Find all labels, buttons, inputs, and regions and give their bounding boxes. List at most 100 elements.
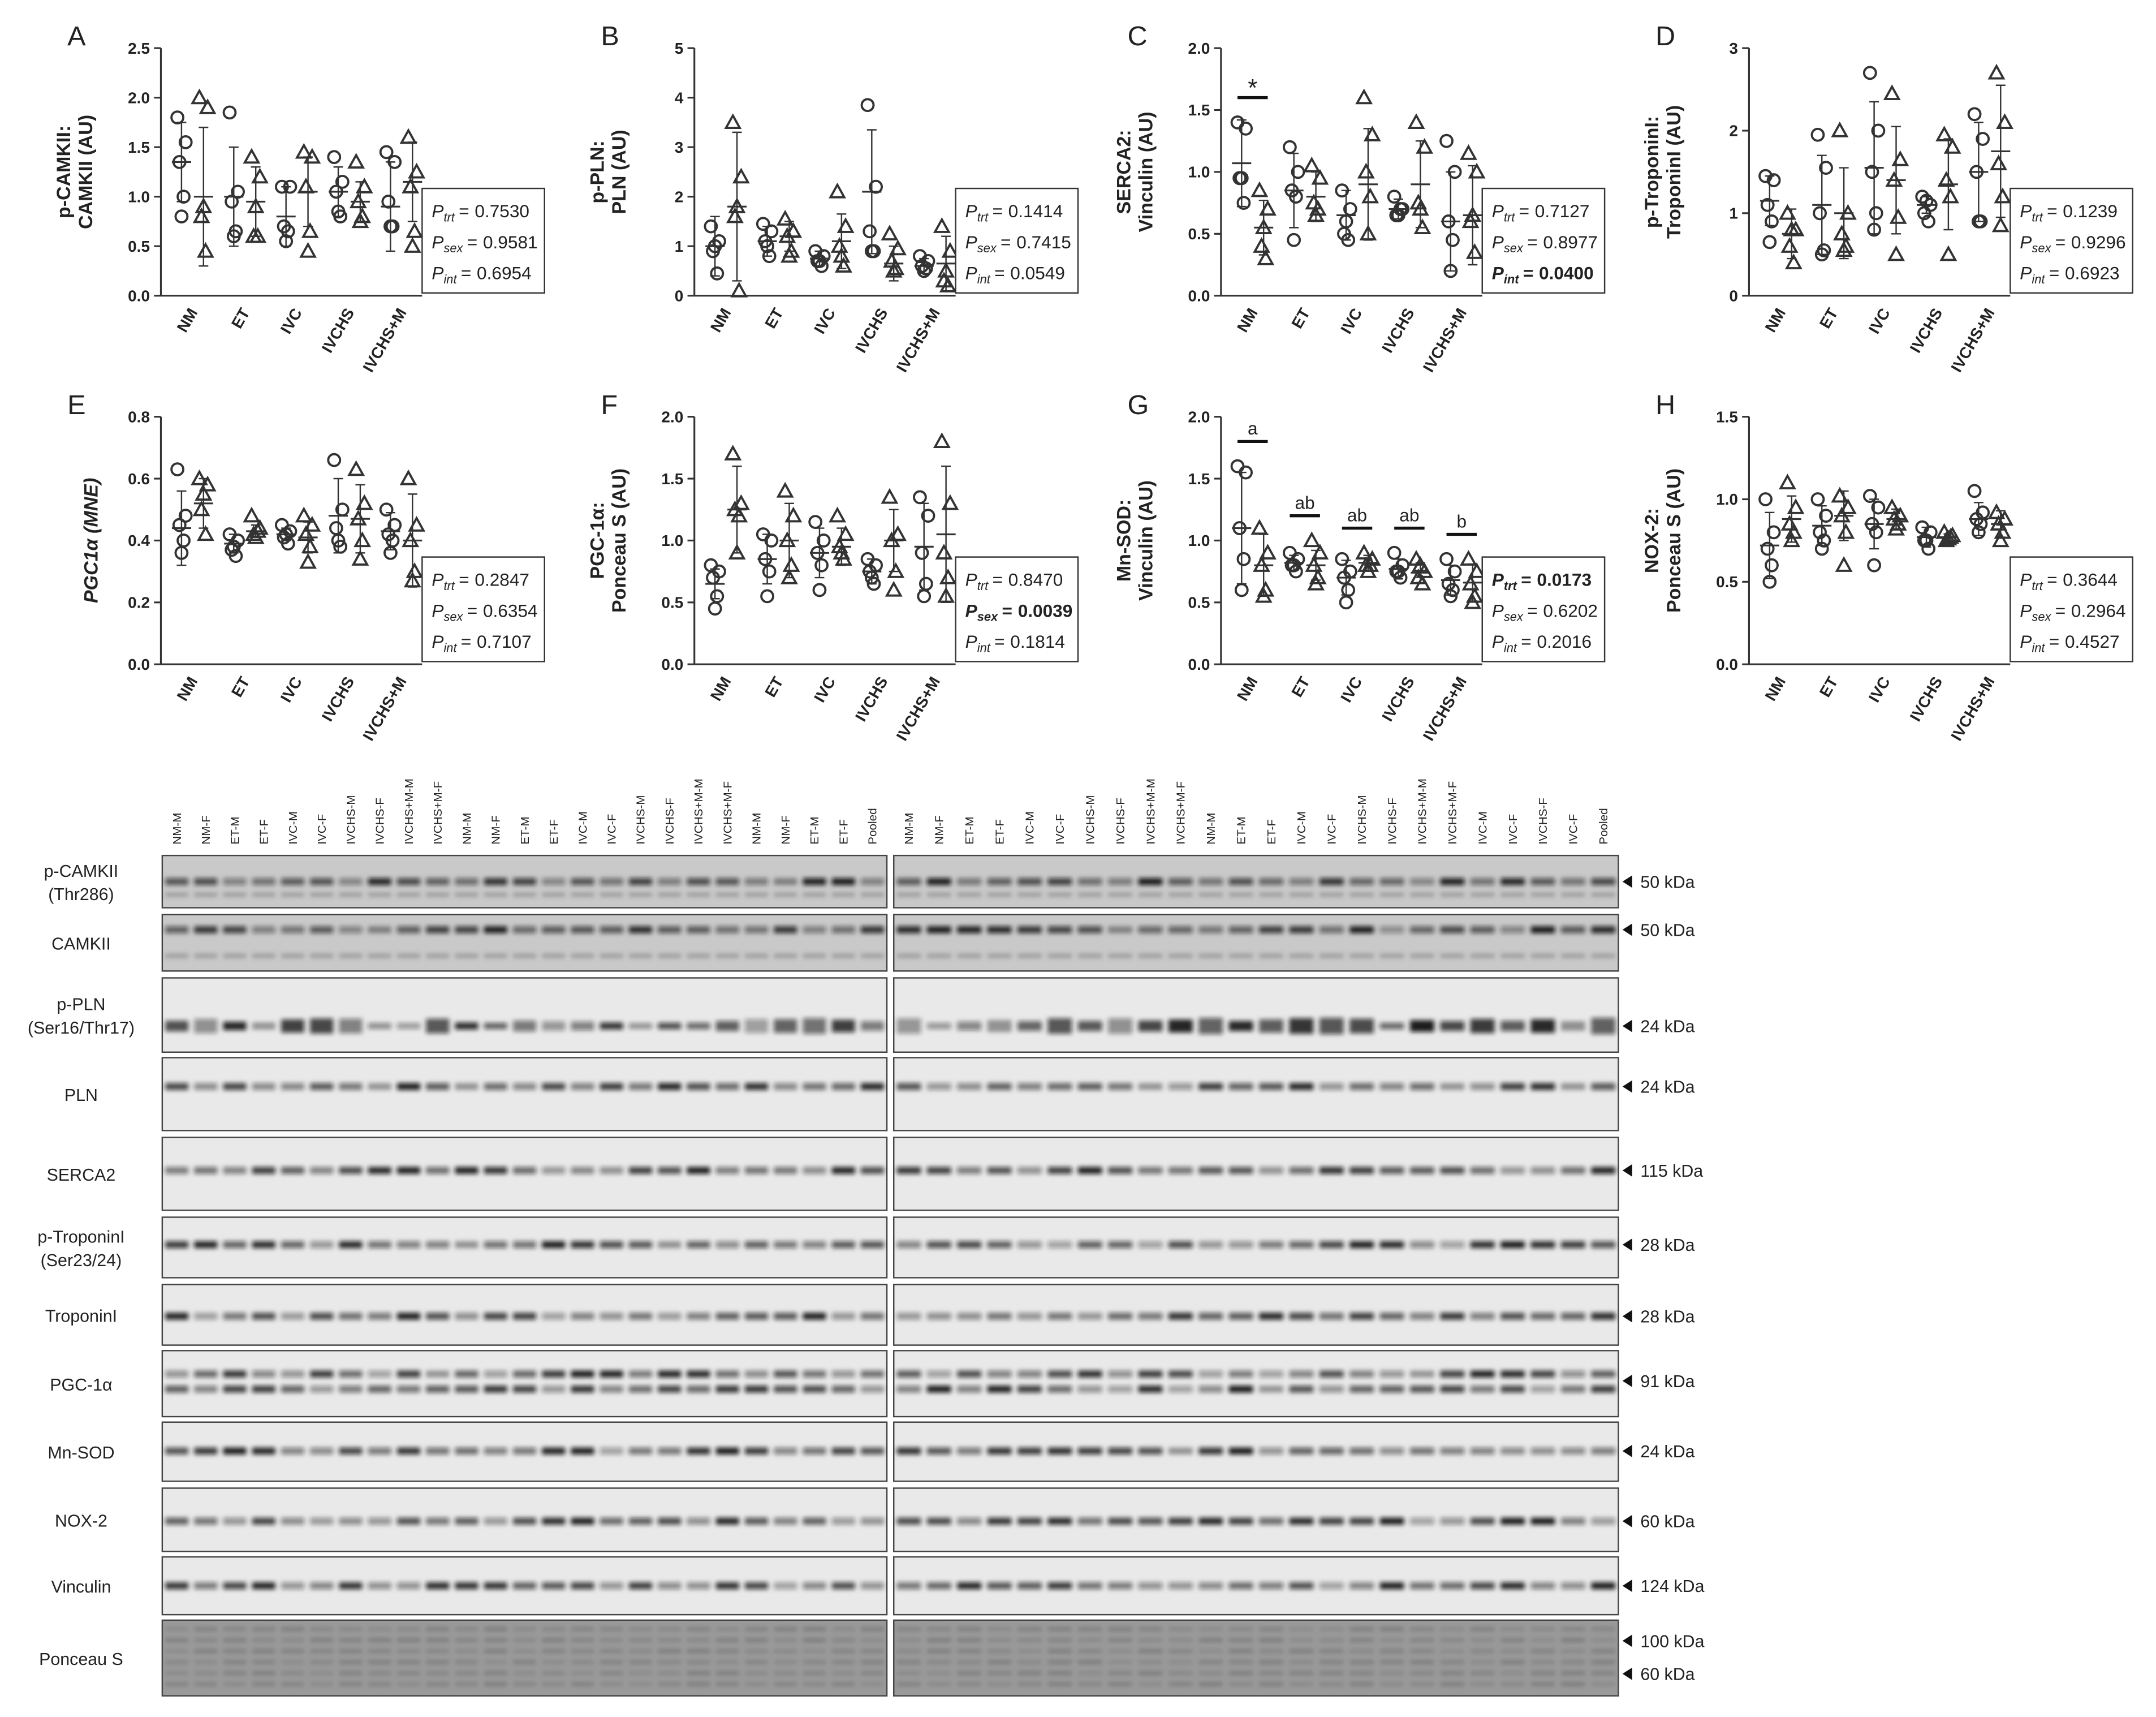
band — [281, 1447, 304, 1454]
stats-box — [2010, 556, 2133, 662]
data-point — [919, 261, 933, 276]
error-bar — [1393, 198, 1403, 220]
band — [1077, 926, 1102, 933]
lane-label: IVCHS-M — [635, 795, 648, 844]
band — [715, 1627, 739, 1632]
band — [223, 1638, 247, 1642]
band — [926, 892, 951, 897]
band — [426, 1660, 450, 1664]
band — [310, 1671, 334, 1676]
band — [1500, 1671, 1525, 1676]
band — [1047, 1649, 1072, 1654]
band — [1470, 1241, 1495, 1249]
y-tick-label: 0.5 — [1188, 594, 1210, 612]
band — [1470, 1671, 1495, 1676]
data-point — [1234, 583, 1249, 597]
band — [1470, 926, 1495, 933]
band-group — [896, 878, 1616, 897]
band — [987, 1083, 1012, 1090]
band — [1198, 1385, 1223, 1393]
data-point — [1288, 564, 1303, 579]
band — [1530, 1649, 1555, 1654]
band — [571, 1385, 594, 1393]
band — [926, 1313, 951, 1320]
kda-label: 124 kDa — [1640, 1577, 1704, 1596]
band — [1349, 1083, 1374, 1090]
band — [165, 892, 189, 897]
stats-line: Ptrt = 0.7530 — [432, 201, 529, 224]
band — [194, 1447, 218, 1454]
band — [1168, 1627, 1193, 1632]
x-tick-label: ET — [1288, 674, 1313, 700]
band — [803, 1083, 826, 1090]
equals: = — [992, 201, 1002, 221]
band — [1379, 1167, 1404, 1174]
band — [1108, 1627, 1132, 1632]
data-point — [1307, 574, 1325, 591]
stats-line: Pint = 0.4527 — [2020, 631, 2119, 655]
kda-label: 91 kDa — [1640, 1372, 1694, 1391]
band — [571, 1638, 594, 1642]
error-bar — [1787, 208, 1797, 260]
band — [715, 1370, 739, 1378]
y-tick-label: 3 — [1729, 40, 1738, 57]
band — [1289, 1582, 1314, 1590]
band — [1410, 1313, 1434, 1320]
band — [339, 1313, 363, 1320]
band — [1108, 1638, 1132, 1642]
band — [1349, 1638, 1374, 1642]
band — [542, 1517, 566, 1525]
p-value: 0.1814 — [1010, 631, 1065, 652]
band — [1349, 878, 1374, 885]
band — [896, 1649, 921, 1654]
error-bar — [1787, 495, 1797, 543]
band — [252, 1682, 275, 1686]
band — [165, 926, 189, 933]
data-point — [814, 558, 829, 573]
error-bar — [333, 166, 343, 217]
band — [1379, 1627, 1404, 1632]
band — [368, 953, 391, 958]
band — [1319, 1018, 1344, 1035]
band — [774, 1370, 797, 1378]
row-label: SERCA2 — [47, 1165, 116, 1185]
band — [957, 878, 982, 885]
x-tick-label: NM — [707, 305, 735, 335]
marker-arrow — [1622, 1514, 1632, 1527]
band — [368, 1682, 391, 1686]
band — [1047, 1517, 1072, 1525]
band — [1108, 1517, 1132, 1525]
band — [368, 878, 391, 885]
data-point — [1991, 216, 2010, 233]
band — [310, 1660, 334, 1664]
band — [1500, 1370, 1525, 1378]
band — [926, 1370, 951, 1378]
x-tick-label: IVCHS+M — [359, 674, 409, 744]
error-bar — [407, 141, 417, 222]
data-point — [1831, 121, 1849, 137]
band — [831, 1582, 855, 1590]
data-point — [708, 601, 722, 616]
blot-frame — [893, 1216, 1619, 1279]
band — [571, 1660, 594, 1664]
data-point — [1817, 533, 1831, 548]
band — [194, 1241, 218, 1249]
band — [774, 1638, 797, 1642]
lane-label: ET-F — [837, 819, 850, 845]
band — [774, 1660, 797, 1664]
data-point — [281, 224, 295, 239]
error-bar — [1973, 502, 1983, 536]
band — [571, 953, 594, 958]
band — [542, 1167, 566, 1174]
data-point — [710, 589, 725, 604]
band — [926, 1627, 951, 1632]
band — [1591, 1582, 1616, 1590]
band — [1228, 1638, 1253, 1642]
error-bar — [1341, 190, 1351, 241]
band — [896, 1385, 921, 1393]
data-point — [1765, 558, 1779, 573]
band — [426, 1241, 450, 1249]
band — [368, 1313, 391, 1320]
band — [1138, 1627, 1163, 1632]
